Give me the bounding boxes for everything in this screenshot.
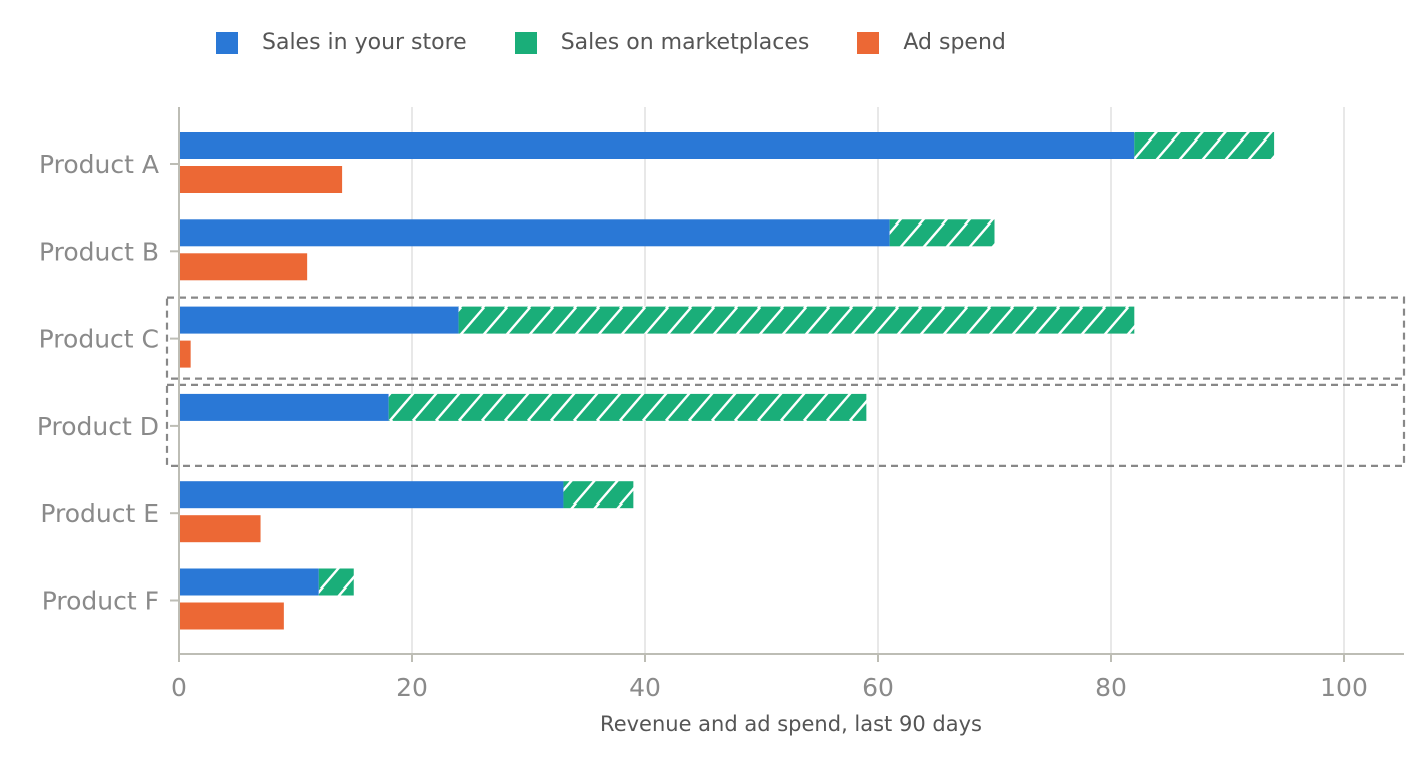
highlight-box-product-c <box>165 296 1406 380</box>
bar-ad-spend-product-b <box>179 253 308 281</box>
bars <box>179 132 1275 630</box>
highlight-box-product-d <box>165 383 1406 467</box>
bar-marketplace-product-a <box>1134 132 1275 159</box>
legend-swatch-marketplace-sales <box>514 31 537 54</box>
bar-store-product-f <box>179 568 319 596</box>
highlight-boxes <box>165 296 1406 467</box>
y-tick-label-product-f: Product F <box>42 587 159 616</box>
bar-ad-spend-product-e <box>179 515 261 543</box>
y-tick-label-product-a: Product A <box>39 150 159 179</box>
bar-ad-spend-product-c <box>179 340 191 368</box>
bar-marketplace-product-f <box>318 568 354 596</box>
bar-marketplace-product-d <box>388 393 867 421</box>
legend-item-store-sales: Sales in your store <box>216 30 467 55</box>
x-tick-label-0: 0 <box>171 673 187 702</box>
legend-item-ad-spend: Ad spend <box>857 30 1006 55</box>
x-tick-label-80: 80 <box>1095 673 1127 702</box>
bar-marketplace-product-e <box>563 481 634 509</box>
legend-label-marketplace-sales: Sales on marketplaces <box>560 30 810 55</box>
y-tick-label-product-d: Product D <box>37 412 159 441</box>
y-tick-label-product-e: Product E <box>40 499 159 528</box>
bar-store-product-e <box>179 481 564 509</box>
x-tick-label-60: 60 <box>862 673 894 702</box>
bar-ad-spend-product-f <box>179 602 284 630</box>
bar-store-product-a <box>179 132 1135 159</box>
legend-label-ad-spend: Ad spend <box>903 30 1006 55</box>
axes: 0 20 40 60 80 100 Product A Product B Product C P… <box>37 107 1404 702</box>
bar-store-product-c <box>179 306 459 334</box>
legend-swatch-store-sales <box>216 31 238 54</box>
x-tick-label-20: 20 <box>396 673 428 702</box>
bar-marketplace-product-b <box>889 219 995 247</box>
y-tick-label-product-b: Product B <box>39 237 159 266</box>
bar-ad-spend-product-a <box>179 166 343 193</box>
y-tick-label-product-c: Product C <box>39 325 159 354</box>
legend-label-store-sales: Sales in your store <box>262 30 467 55</box>
bar-store-product-d <box>179 393 389 421</box>
x-tick-label-100: 100 <box>1320 673 1368 702</box>
legend: Sales in your store Sales on marketplace… <box>216 30 1054 55</box>
bar-marketplace-product-c <box>458 306 1135 334</box>
bar-store-product-b <box>179 219 890 247</box>
x-axis-title: Revenue and ad spend, last 90 days <box>600 712 982 736</box>
legend-item-marketplace-sales: Sales on marketplaces <box>514 30 810 55</box>
x-tick-label-40: 40 <box>629 673 661 702</box>
grid <box>411 107 1345 654</box>
legend-swatch-ad-spend <box>857 31 880 54</box>
